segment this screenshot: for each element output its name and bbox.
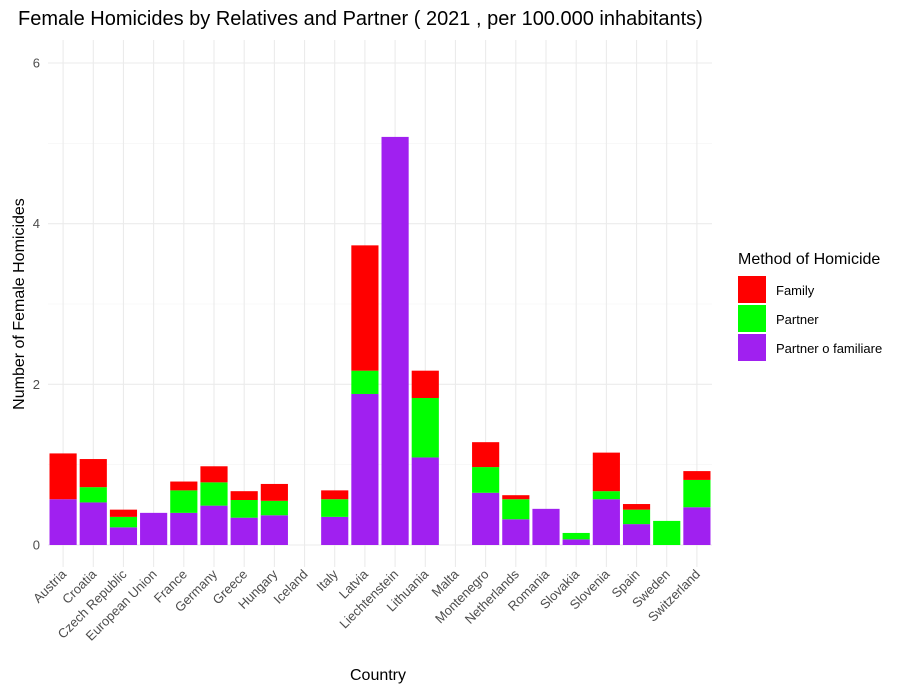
bar-segment xyxy=(321,499,349,517)
bar-segment xyxy=(49,453,77,500)
bar-segment xyxy=(351,393,379,545)
y-axis-title: Number of Female Homicides xyxy=(11,198,28,410)
bar-segment xyxy=(472,492,500,545)
y-axis-ticks: 0 2 4 6 xyxy=(33,56,40,553)
legend-label: Partner o familiare xyxy=(776,341,882,356)
bar-segment xyxy=(592,491,620,500)
bar-segment xyxy=(622,524,651,545)
bar-segment xyxy=(109,516,138,528)
bar-segment xyxy=(260,500,288,516)
bar-segment xyxy=(411,457,439,545)
bar-segment xyxy=(502,495,530,500)
bar-segment xyxy=(562,539,590,545)
y-tick-label: 0 xyxy=(33,538,40,553)
bar-segment xyxy=(502,519,530,545)
bar-segment xyxy=(49,499,77,545)
bar-segment xyxy=(140,512,168,545)
bars xyxy=(49,136,711,545)
bar-segment xyxy=(230,517,258,545)
legend-swatch xyxy=(738,305,766,332)
chart-title: Female Homicides by Relatives and Partne… xyxy=(18,8,703,30)
x-tick-label: Iceland xyxy=(270,567,310,607)
bar-segment xyxy=(321,490,349,500)
bar-segment xyxy=(622,504,651,510)
bar-segment xyxy=(170,490,198,513)
bar-segment xyxy=(109,509,138,517)
bar-segment xyxy=(109,527,138,545)
x-axis-title: Country xyxy=(350,667,406,684)
bar-segment xyxy=(592,499,620,545)
bar-segment xyxy=(260,483,288,501)
y-tick-label: 2 xyxy=(33,377,40,392)
bar-segment xyxy=(683,507,711,545)
bar-segment xyxy=(351,245,379,371)
bar-segment xyxy=(200,505,228,545)
bar-segment xyxy=(653,520,681,545)
legend-title: Method of Homicide xyxy=(738,251,880,268)
bar-segment xyxy=(532,508,560,545)
bar-segment xyxy=(170,512,198,545)
bar-segment xyxy=(351,370,379,394)
bar-segment xyxy=(381,136,409,545)
legend-label: Family xyxy=(776,283,815,298)
bar-segment xyxy=(200,482,228,506)
bar-segment xyxy=(411,370,439,398)
legend-swatch xyxy=(738,276,766,303)
y-tick-label: 4 xyxy=(33,216,40,231)
y-tick-label: 6 xyxy=(33,56,40,71)
bar-segment xyxy=(411,397,439,458)
bar-segment xyxy=(502,499,530,520)
bar-segment xyxy=(321,516,349,545)
bar-segment xyxy=(472,467,500,493)
bar-segment xyxy=(260,515,288,545)
bar-segment xyxy=(592,452,620,492)
bar-segment xyxy=(230,500,258,518)
bar-segment xyxy=(230,491,258,501)
bar-segment xyxy=(683,479,711,508)
bar-segment xyxy=(200,466,228,483)
bar-segment xyxy=(79,459,107,488)
bar-segment xyxy=(79,487,107,503)
legend: Method of Homicide Family Partner Partner … xyxy=(738,251,882,361)
bar-segment xyxy=(562,532,590,540)
legend-swatch xyxy=(738,334,766,361)
bar-segment xyxy=(79,502,107,545)
legend-label: Partner xyxy=(776,312,819,327)
bar-segment xyxy=(472,442,500,468)
bar-segment xyxy=(683,471,711,480)
bar-segment xyxy=(622,509,651,525)
bar-segment xyxy=(170,481,198,491)
